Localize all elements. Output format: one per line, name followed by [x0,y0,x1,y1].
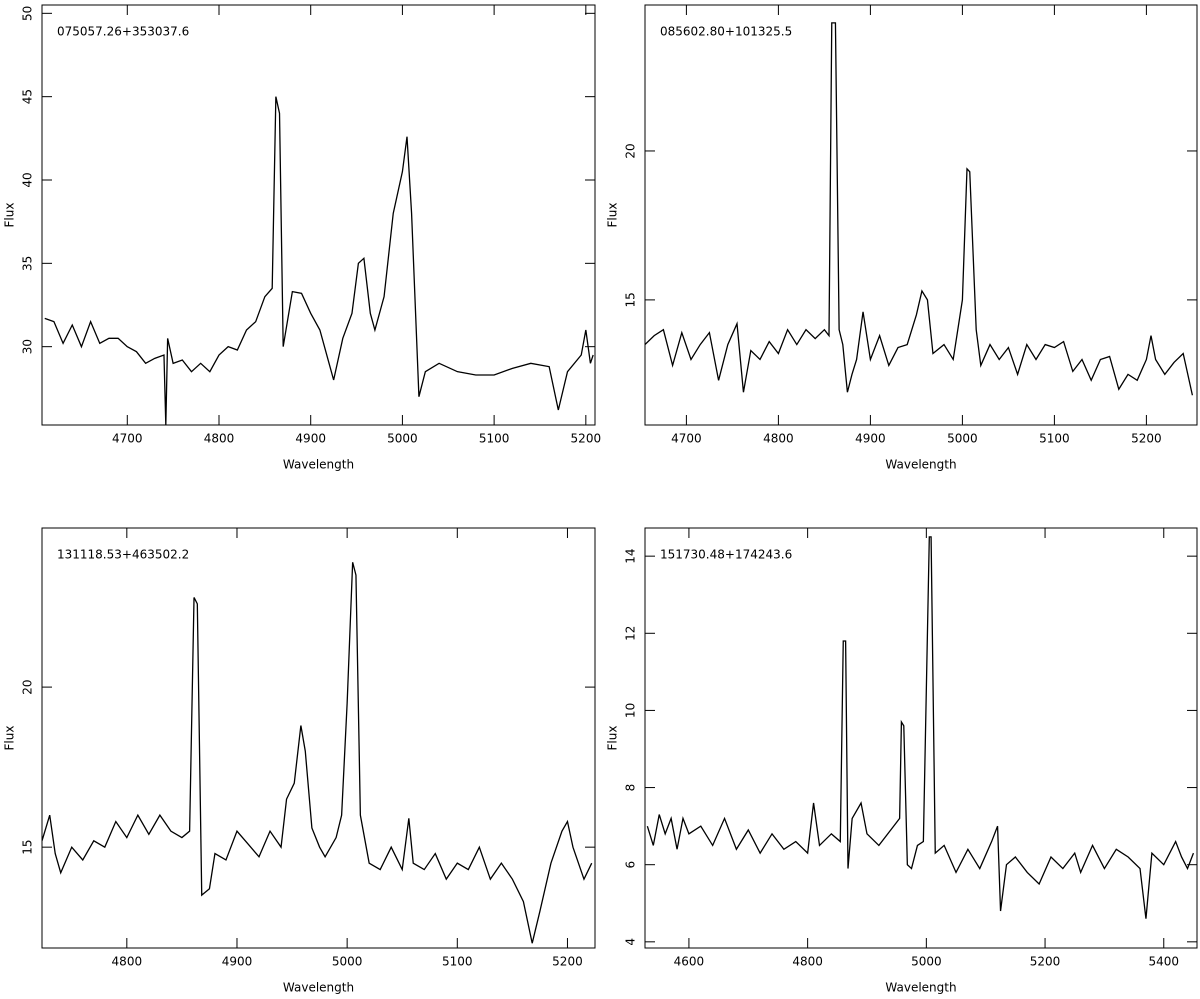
y-tick-label: 30 [21,339,35,354]
y-tick-label: 20 [21,679,35,694]
x-axis-label: Wavelength [283,981,354,995]
plot-frame [41,4,596,426]
y-tick-label: 50 [21,6,35,21]
panel-title: 131118.53+463502.2 [57,548,189,562]
y-tick-label: 15 [21,840,35,855]
x-tick-label: 5000 [911,955,942,969]
x-tick-label: 5000 [332,955,363,969]
x-tick-label: 4800 [763,432,794,446]
plot-frame [644,4,1198,426]
panel-title: 151730.48+174243.6 [660,548,792,562]
y-axis-label: Flux [606,203,620,228]
y-tick-label: 40 [21,172,35,187]
y-tick-label: 8 [624,784,638,792]
spectrum-line [44,96,594,425]
plot-frame [41,527,596,949]
x-tick-label: 4800 [204,432,235,446]
panel-title: 075057.26+353037.6 [57,25,189,39]
spectrum-line [646,536,1195,919]
x-tick-label: 5100 [479,432,510,446]
x-tick-label: 5200 [1030,955,1061,969]
y-tick-label: 45 [21,89,35,104]
y-tick-label: 20 [624,143,638,158]
y-tick-label: 12 [624,626,638,641]
x-tick-label: 4900 [855,432,886,446]
x-tick-label: 4900 [222,955,253,969]
x-tick-label: 5200 [571,432,602,446]
spectrum-line [645,22,1194,396]
x-tick-label: 4700 [112,432,143,446]
plot-frame [644,527,1198,949]
x-tick-label: 5000 [947,432,978,446]
spectrum-line [42,562,593,944]
x-tick-label: 5000 [387,432,418,446]
y-tick-label: 10 [624,703,638,718]
y-tick-label: 4 [624,938,638,946]
y-axis-label: Flux [3,203,17,228]
x-tick-label: 5400 [1148,955,1179,969]
x-tick-label: 4900 [295,432,326,446]
x-axis-label: Wavelength [283,458,354,472]
y-tick-label: 35 [21,256,35,271]
x-tick-label: 4800 [792,955,823,969]
x-tick-label: 4800 [112,955,143,969]
y-axis-label: Flux [3,726,17,751]
y-tick-label: 6 [624,861,638,869]
panel-title: 085602.80+101325.5 [660,25,792,39]
x-tick-label: 5200 [1131,432,1162,446]
y-tick-label: 15 [624,292,638,307]
x-axis-label: Wavelength [885,458,956,472]
x-tick-label: 4700 [671,432,702,446]
x-tick-label: 4600 [674,955,705,969]
y-tick-label: 14 [624,549,638,564]
x-tick-label: 5100 [442,955,473,969]
x-tick-label: 5200 [552,955,583,969]
x-axis-label: Wavelength [885,981,956,995]
x-tick-label: 5100 [1039,432,1070,446]
y-axis-label: Flux [606,726,620,751]
